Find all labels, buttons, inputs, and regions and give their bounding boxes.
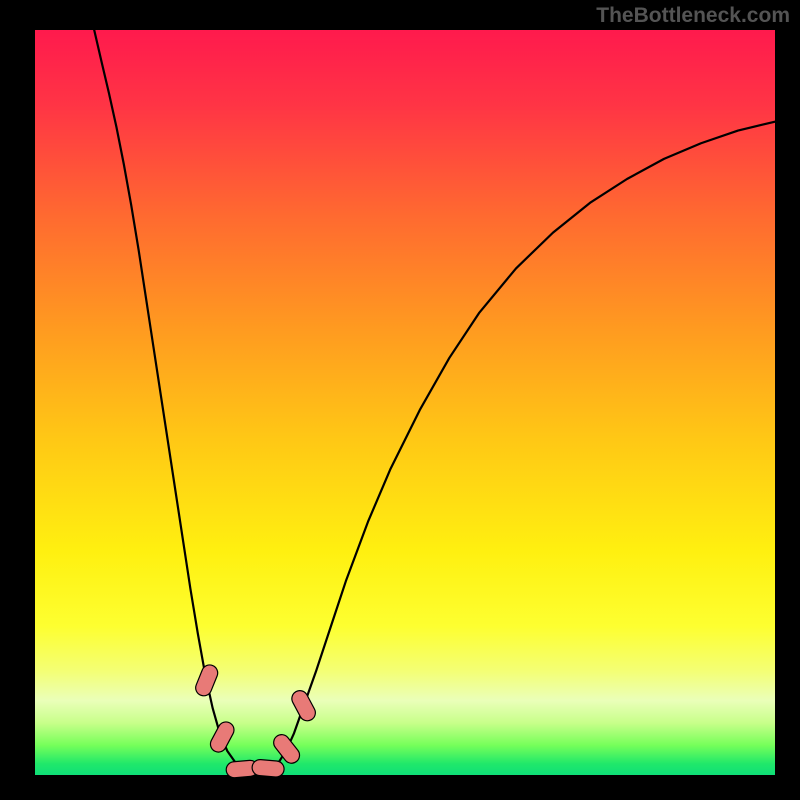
plot-canvas [0, 0, 800, 800]
watermark-text: TheBottleneck.com [596, 4, 790, 28]
marker-capsule [251, 759, 284, 778]
gradient-background [35, 30, 775, 775]
chart-container: TheBottleneck.com [0, 0, 800, 800]
